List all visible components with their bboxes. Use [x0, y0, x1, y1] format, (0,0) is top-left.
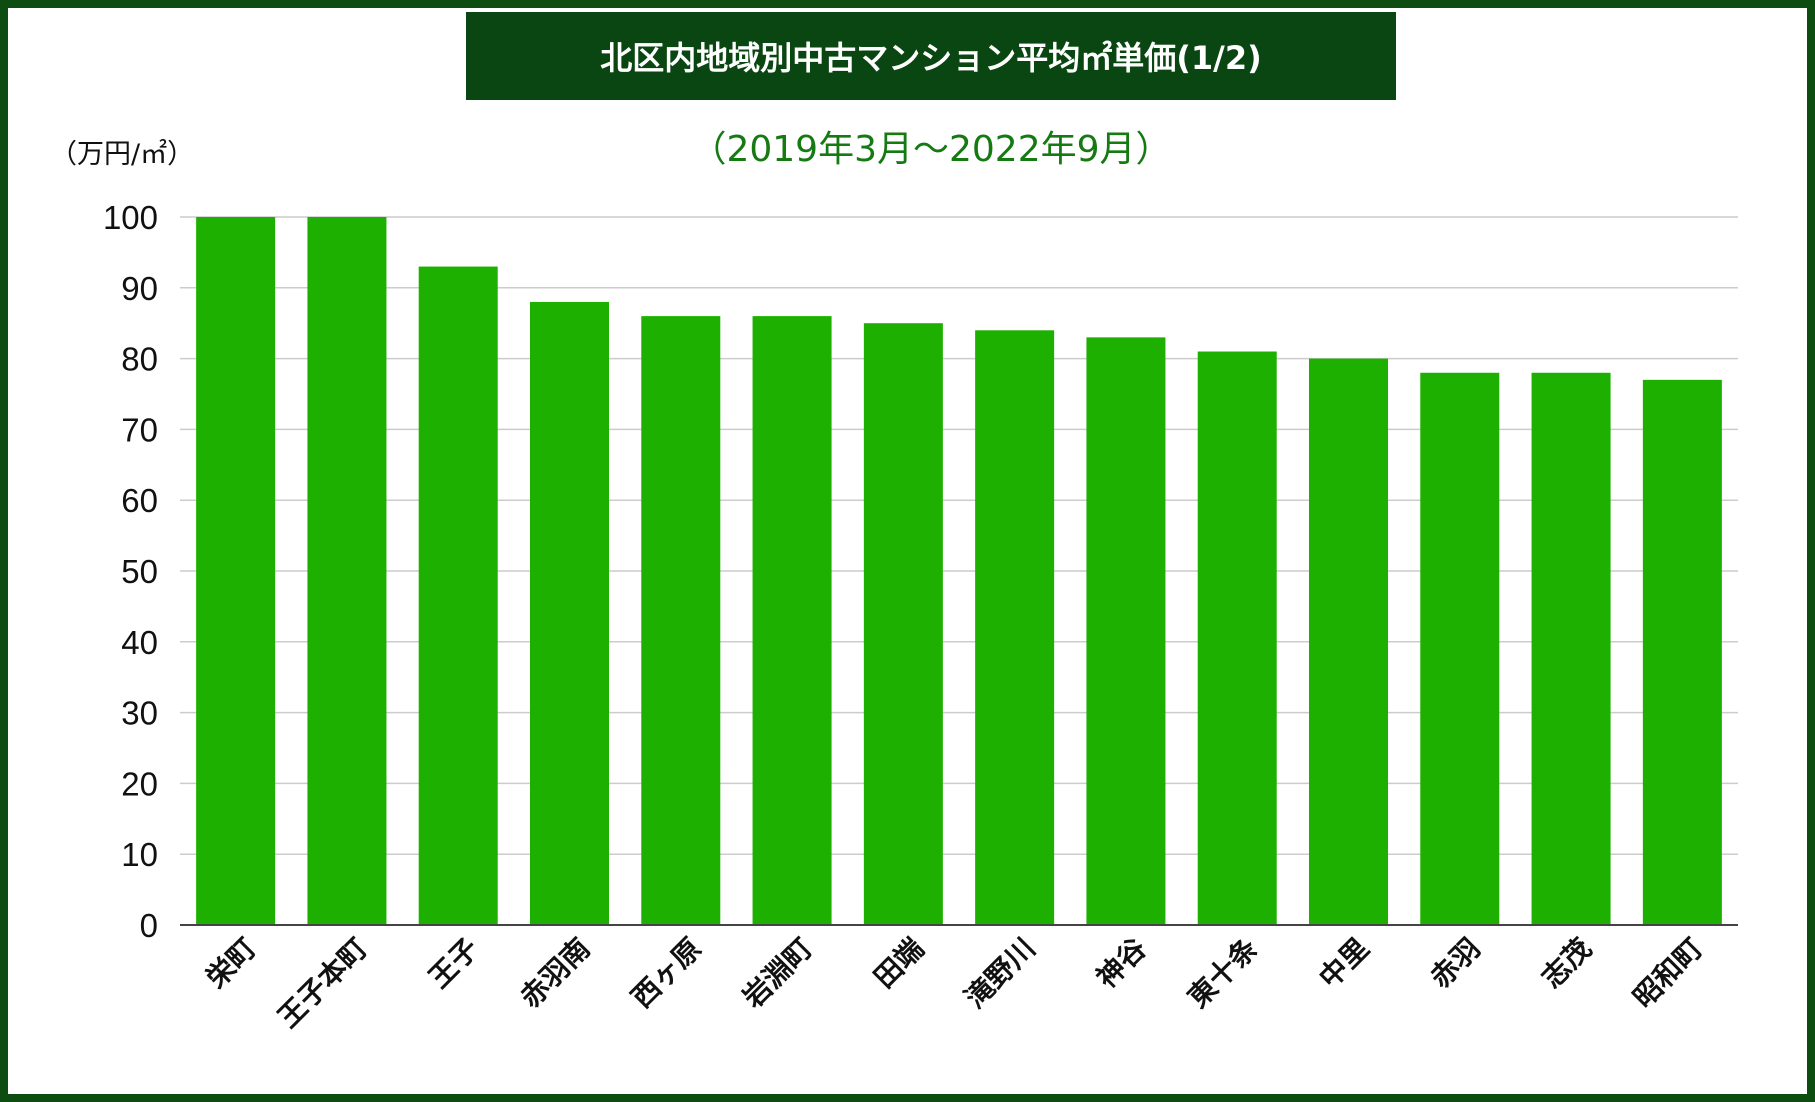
bar-7 [863, 323, 943, 925]
y-tick-label: 50 [121, 553, 158, 590]
bar-14 [1642, 379, 1722, 926]
y-tick-label: 40 [121, 624, 158, 661]
x-tick-label: 中里 [1313, 932, 1376, 995]
bar-8 [975, 330, 1055, 925]
bar-3 [418, 266, 498, 925]
chart-subtitle: （2019年3月〜2022年9月） [690, 129, 1172, 170]
x-tick-label: 岩淵町 [736, 932, 819, 1015]
bar-11 [1308, 358, 1389, 926]
y-tick-label: 20 [121, 765, 158, 802]
gridlines [180, 216, 1738, 855]
chart-title-banner: 北区内地域別中古マンション平均㎡単価(1/2) [466, 12, 1396, 100]
x-tick-label: 昭和町 [1627, 932, 1710, 1015]
bar-10 [1197, 351, 1277, 925]
x-tick-label: 栄町 [200, 932, 263, 995]
y-tick-label: 0 [140, 907, 158, 944]
y-tick-label: 70 [121, 411, 158, 448]
y-tick-label: 30 [121, 695, 158, 732]
x-tick-label: 神谷 [1090, 931, 1154, 995]
y-axis-unit-label: （万円/㎡） [50, 139, 195, 170]
bar-1 [196, 217, 276, 925]
bar-4 [529, 301, 610, 926]
bar-13 [1531, 372, 1611, 925]
x-axis-labels: 栄町 王子本町 王子 赤羽南 西ヶ原 岩淵町 田端 滝野川 神谷 東十条 中里 赤羽 志茂 昭和町 [200, 931, 1710, 1034]
x-tick-label: 王子本町 [271, 932, 374, 1035]
x-tick-label: 王子 [422, 932, 485, 995]
y-tick-label: 100 [103, 199, 158, 236]
chart-title: 北区内地域別中古マンション平均㎡単価(1/2) [600, 39, 1262, 77]
bar-2 [307, 217, 387, 925]
bar-6 [752, 316, 832, 925]
y-tick-label: 90 [121, 270, 158, 307]
x-tick-label: 滝野川 [959, 932, 1042, 1015]
bar-9 [1086, 337, 1166, 925]
x-tick-label: 赤羽 [1424, 932, 1487, 995]
x-tick-label: 東十条 [1181, 932, 1264, 1015]
y-tick-label: 10 [121, 836, 158, 873]
y-tick-label: 80 [121, 341, 158, 378]
bar-5 [641, 316, 721, 925]
y-axis-ticks: 0 10 20 30 40 50 60 70 80 90 100 [103, 199, 158, 944]
bar-12 [1420, 372, 1500, 925]
x-tick-label: 田端 [867, 932, 930, 995]
x-tick-label: 西ヶ原 [625, 932, 708, 1015]
y-tick-label: 60 [121, 482, 158, 519]
bars [196, 217, 1722, 926]
x-tick-label: 赤羽南 [514, 932, 597, 1015]
x-tick-label: 志茂 [1535, 932, 1598, 995]
